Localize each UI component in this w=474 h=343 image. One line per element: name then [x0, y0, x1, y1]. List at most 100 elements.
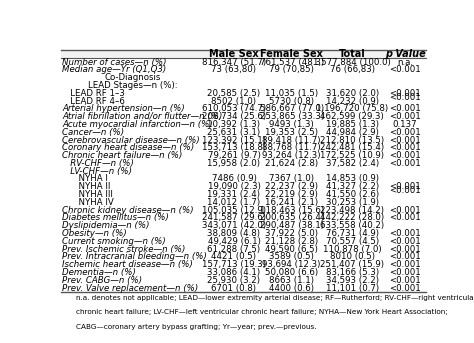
Text: 44,984 (2.9): 44,984 (2.9): [326, 128, 379, 137]
Text: <0.001: <0.001: [389, 260, 421, 269]
Text: 14,012 (1.7): 14,012 (1.7): [208, 198, 261, 207]
Text: 118,463 (15.6): 118,463 (15.6): [260, 205, 324, 215]
Text: 76 (66,83): 76 (66,83): [330, 66, 375, 74]
Text: 19,090 (2.3): 19,090 (2.3): [208, 182, 260, 191]
Text: 761,537 (48.3): 761,537 (48.3): [260, 58, 324, 67]
Text: 8010 (0.5): 8010 (0.5): [330, 252, 375, 261]
Text: 1,577,884 (100.0): 1,577,884 (100.0): [313, 58, 391, 67]
Text: Chronic heart failure—n (%): Chronic heart failure—n (%): [62, 151, 182, 160]
Text: Male Sex: Male Sex: [209, 49, 259, 59]
Text: 38,809 (4.8): 38,809 (4.8): [208, 229, 261, 238]
Text: Acute myocardial infarction—n (%): Acute myocardial infarction—n (%): [62, 120, 213, 129]
Text: 22,237 (2.9): 22,237 (2.9): [265, 182, 318, 191]
Text: 153,713 (18.8): 153,713 (18.8): [202, 143, 266, 152]
Text: <0.001: <0.001: [389, 252, 421, 261]
Text: Prev. CABG—n (%): Prev. CABG—n (%): [62, 276, 142, 285]
Text: 253,865 (33.3): 253,865 (33.3): [260, 112, 324, 121]
Text: Chronic kidney disease—n (%): Chronic kidney disease—n (%): [62, 205, 194, 215]
Text: Total: Total: [339, 49, 366, 59]
Text: 37,582 (2.4): 37,582 (2.4): [326, 159, 379, 168]
Text: <0.001: <0.001: [389, 143, 421, 152]
Text: Current smoking—n (%): Current smoking—n (%): [62, 237, 166, 246]
Text: Cerebrovascular disease—n (%): Cerebrovascular disease—n (%): [62, 135, 200, 144]
Text: <0.001: <0.001: [389, 268, 421, 277]
Text: 208,734 (25.6): 208,734 (25.6): [202, 112, 266, 121]
Text: 3589 (0.5): 3589 (0.5): [269, 252, 314, 261]
Text: LEAD RF 4–6: LEAD RF 4–6: [62, 96, 125, 106]
Text: LEAD RF 1–3: LEAD RF 1–3: [62, 89, 125, 98]
Text: LV-CHF—n (%): LV-CHF—n (%): [62, 167, 132, 176]
Text: p Value: p Value: [385, 49, 426, 59]
Text: 4421 (0.5): 4421 (0.5): [211, 252, 256, 261]
Text: 223,498 (14.2): 223,498 (14.2): [320, 205, 384, 215]
Text: 11,101 (0.7): 11,101 (0.7): [326, 284, 379, 293]
Text: 462,599 (29.3): 462,599 (29.3): [320, 112, 384, 121]
Text: 123,392 (15.1): 123,392 (15.1): [202, 135, 266, 144]
Text: <0.001: <0.001: [389, 213, 421, 222]
Text: 76,731 (4.9): 76,731 (4.9): [326, 229, 379, 238]
Text: 93,694 (12.3): 93,694 (12.3): [263, 260, 321, 269]
Text: 633,558 (40.2): 633,558 (40.2): [320, 221, 384, 230]
Text: Dementia—n (%): Dementia—n (%): [62, 268, 136, 277]
Text: 93,264 (12.3): 93,264 (12.3): [263, 151, 321, 160]
Text: Co-Diagnosis: Co-Diagnosis: [105, 73, 161, 82]
Text: 212,810 (13.5): 212,810 (13.5): [320, 135, 384, 144]
Text: Prev. Intracranial bleeding—n (%): Prev. Intracranial bleeding—n (%): [62, 252, 207, 261]
Text: 14,853 (0.9): 14,853 (0.9): [326, 175, 379, 184]
Text: 70,557 (4.5): 70,557 (4.5): [326, 237, 379, 246]
Text: Obesity—n (%): Obesity—n (%): [62, 229, 127, 238]
Text: 61,288 (7.5): 61,288 (7.5): [208, 245, 261, 253]
Text: 31,620 (2.0): 31,620 (2.0): [326, 89, 379, 98]
Text: <0.001: <0.001: [389, 182, 421, 191]
Text: 37,922 (5.0): 37,922 (5.0): [265, 229, 318, 238]
Text: 241,587 (29.6): 241,587 (29.6): [202, 213, 266, 222]
Text: 610,053 (74.7): 610,053 (74.7): [202, 104, 266, 113]
Text: 14,232 (0.9): 14,232 (0.9): [326, 96, 379, 106]
Text: <0.001: <0.001: [389, 89, 421, 98]
Text: n.a. denotes not applicable; LEAD—lower extremity arterial disease; RF—Rutherfor: n.a. denotes not applicable; LEAD—lower …: [76, 295, 474, 300]
Text: 1,196,720 (75.8): 1,196,720 (75.8): [316, 104, 388, 113]
Text: Ischemic heart disease—n (%): Ischemic heart disease—n (%): [62, 260, 193, 269]
Text: <0.001: <0.001: [389, 151, 421, 160]
Text: 21,128 (2.8): 21,128 (2.8): [265, 237, 318, 246]
Text: 50,080 (6.6): 50,080 (6.6): [265, 268, 318, 277]
Text: Arterial hypertension—n (%): Arterial hypertension—n (%): [62, 104, 185, 113]
Text: <0.001: <0.001: [389, 93, 421, 102]
Text: <0.001: <0.001: [389, 186, 421, 195]
Text: 7486 (0.9): 7486 (0.9): [211, 175, 256, 184]
Text: 49,590 (6.5): 49,590 (6.5): [265, 245, 318, 253]
Text: 343,071 (42.0): 343,071 (42.0): [202, 221, 266, 230]
Text: Prev. Ischemic stroke—n (%): Prev. Ischemic stroke—n (%): [62, 245, 185, 253]
Text: 25,631 (3.1): 25,631 (3.1): [208, 128, 261, 137]
Text: 22,219 (2.9): 22,219 (2.9): [265, 190, 318, 199]
Text: Dyslipidemia—n (%): Dyslipidemia—n (%): [62, 221, 150, 230]
Text: 8502 (1.0): 8502 (1.0): [211, 96, 256, 106]
Text: 200,635 (26.4): 200,635 (26.4): [260, 213, 324, 222]
Text: 172,525 (10.9): 172,525 (10.9): [320, 151, 384, 160]
Text: 816,347 (51.7): 816,347 (51.7): [202, 58, 266, 67]
Text: 79,261 (9.7): 79,261 (9.7): [208, 151, 260, 160]
Text: 21,624 (2.8): 21,624 (2.8): [265, 159, 318, 168]
Text: 79 (70,85): 79 (70,85): [269, 66, 314, 74]
Text: 251,407 (15.9): 251,407 (15.9): [320, 260, 384, 269]
Text: 83,166 (5.3): 83,166 (5.3): [326, 268, 379, 277]
Text: <0.001: <0.001: [389, 128, 421, 137]
Text: <0.001: <0.001: [389, 205, 421, 215]
Text: 25,930 (3.2): 25,930 (3.2): [208, 276, 261, 285]
Text: RV-CHF—n (%): RV-CHF—n (%): [62, 159, 134, 168]
Text: 19,331 (2.4): 19,331 (2.4): [208, 190, 261, 199]
Text: <0.001: <0.001: [389, 104, 421, 113]
Text: 4400 (0.6): 4400 (0.6): [269, 284, 314, 293]
Text: Prev. Valve replacement—n (%): Prev. Valve replacement—n (%): [62, 284, 199, 293]
Text: 8663 (1.1): 8663 (1.1): [269, 276, 314, 285]
Text: 19,885 (1.3): 19,885 (1.3): [326, 120, 379, 129]
Text: <0.001: <0.001: [389, 112, 421, 121]
Text: 110,878 (7.0): 110,878 (7.0): [323, 245, 382, 253]
Text: 9493 (1.3): 9493 (1.3): [269, 120, 314, 129]
Text: Cancer—n (%): Cancer—n (%): [62, 128, 124, 137]
Text: 49,429 (6.1): 49,429 (6.1): [208, 237, 260, 246]
Text: 157,713 (19.3): 157,713 (19.3): [202, 260, 266, 269]
Text: <0.001: <0.001: [389, 66, 421, 74]
Text: 586,667 (77.0): 586,667 (77.0): [260, 104, 324, 113]
Text: 10,392 (1.3): 10,392 (1.3): [208, 120, 261, 129]
